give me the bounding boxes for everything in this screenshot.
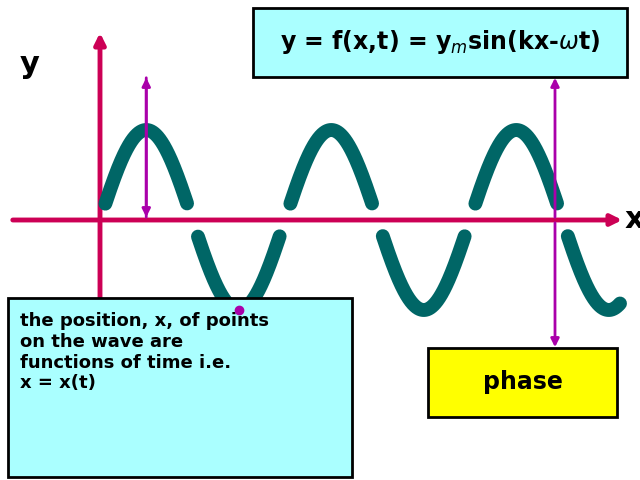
Text: y: y (20, 50, 40, 79)
Text: the position, x, of points
on the wave are
functions of time i.e.
x = x(t): the position, x, of points on the wave a… (20, 312, 269, 393)
Text: y = f(x,t) = y$_m$sin(kx-$\omega$t): y = f(x,t) = y$_m$sin(kx-$\omega$t) (280, 28, 600, 57)
FancyBboxPatch shape (253, 8, 627, 77)
FancyBboxPatch shape (428, 348, 617, 417)
Text: phase: phase (483, 371, 563, 395)
FancyBboxPatch shape (8, 298, 352, 477)
Text: x: x (625, 205, 640, 235)
